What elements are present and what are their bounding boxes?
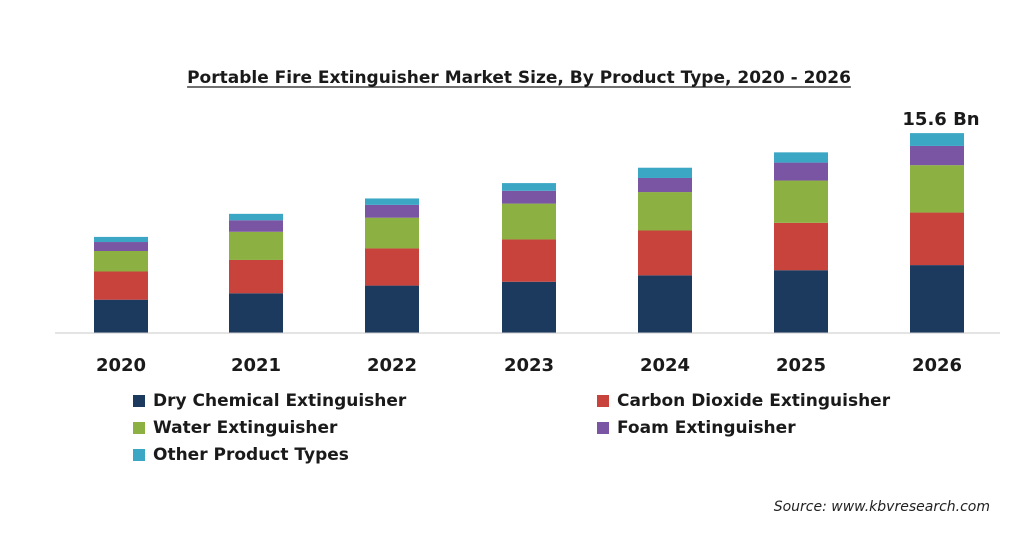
x-tick-label-2020: 2020 xyxy=(96,355,146,376)
legend-label-foam-extinguisher: Foam Extinguisher xyxy=(617,418,796,438)
chart-title: Portable Fire Extinguisher Market Size, … xyxy=(187,68,851,88)
bar-2021-dry-chemical-extinguisher xyxy=(229,293,283,333)
legend-swatch-water-extinguisher xyxy=(133,422,145,434)
bar-2021-water-extinguisher xyxy=(229,231,283,260)
bar-2023-water-extinguisher xyxy=(502,203,556,240)
bar-2024-carbon-dioxide-extinguisher xyxy=(638,230,692,276)
bar-2022-dry-chemical-extinguisher xyxy=(365,285,419,333)
bar-2022-water-extinguisher xyxy=(365,217,419,249)
bar-2020-dry-chemical-extinguisher xyxy=(94,299,148,333)
bar-2025-water-extinguisher xyxy=(774,180,828,223)
bar-2023-foam-extinguisher xyxy=(502,190,556,204)
bar-2022-other-product-types xyxy=(365,198,419,205)
bar-2026-other-product-types xyxy=(910,133,964,146)
legend-swatch-dry-chemical-extinguisher xyxy=(133,395,145,407)
bar-2020-water-extinguisher xyxy=(94,251,148,272)
bar-2020-foam-extinguisher xyxy=(94,242,148,251)
x-tick-label-2023: 2023 xyxy=(504,355,554,376)
x-tick-label-2025: 2025 xyxy=(776,355,826,376)
total-annotation-2026: 15.6 Bn xyxy=(902,109,979,130)
bar-2024-dry-chemical-extinguisher xyxy=(638,275,692,333)
bar-2025-other-product-types xyxy=(774,152,828,163)
bar-2026-dry-chemical-extinguisher xyxy=(910,265,964,333)
legend-swatch-other-product-types xyxy=(133,449,145,461)
bar-2022-carbon-dioxide-extinguisher xyxy=(365,248,419,286)
bar-2024-other-product-types xyxy=(638,167,692,178)
x-tick-label-2021: 2021 xyxy=(231,355,281,376)
legend-swatch-foam-extinguisher xyxy=(597,422,609,434)
bar-2023-carbon-dioxide-extinguisher xyxy=(502,239,556,282)
bar-2023-dry-chemical-extinguisher xyxy=(502,281,556,333)
bar-2025-foam-extinguisher xyxy=(774,162,828,181)
x-tick-label-2024: 2024 xyxy=(640,355,690,376)
x-axis-ticks: 2020 2021 2022 2023 2024 2025 2026 xyxy=(96,355,962,376)
bar-2026-foam-extinguisher xyxy=(910,145,964,166)
bars-group xyxy=(94,133,964,333)
bar-2023-other-product-types xyxy=(502,183,556,191)
bar-2020-other-product-types xyxy=(94,236,148,243)
bar-2020-carbon-dioxide-extinguisher xyxy=(94,271,148,300)
legend-label-water-extinguisher: Water Extinguisher xyxy=(153,418,338,438)
bar-2021-foam-extinguisher xyxy=(229,220,283,232)
source-credit: Source: www.kbvresearch.com xyxy=(774,499,990,515)
x-tick-label-2022: 2022 xyxy=(367,355,417,376)
bar-2026-water-extinguisher xyxy=(910,165,964,213)
bar-2025-carbon-dioxide-extinguisher xyxy=(774,222,828,271)
legend-swatch-carbon-dioxide-extinguisher xyxy=(597,395,609,407)
legend-label-other-product-types: Other Product Types xyxy=(153,445,349,465)
bar-2026-carbon-dioxide-extinguisher xyxy=(910,212,964,266)
legend-label-carbon-dioxide-extinguisher: Carbon Dioxide Extinguisher xyxy=(617,391,891,411)
legend-label-dry-chemical-extinguisher: Dry Chemical Extinguisher xyxy=(153,391,407,411)
bar-2021-other-product-types xyxy=(229,213,283,221)
annotations-group: 15.6 Bn xyxy=(902,109,979,130)
bar-2025-dry-chemical-extinguisher xyxy=(774,270,828,333)
legend: Dry Chemical Extinguisher Carbon Dioxide … xyxy=(133,391,891,465)
bar-2021-carbon-dioxide-extinguisher xyxy=(229,259,283,294)
bar-2022-foam-extinguisher xyxy=(365,204,419,218)
x-tick-label-2026: 2026 xyxy=(912,355,962,376)
bar-2024-water-extinguisher xyxy=(638,192,692,231)
bar-2024-foam-extinguisher xyxy=(638,177,692,193)
